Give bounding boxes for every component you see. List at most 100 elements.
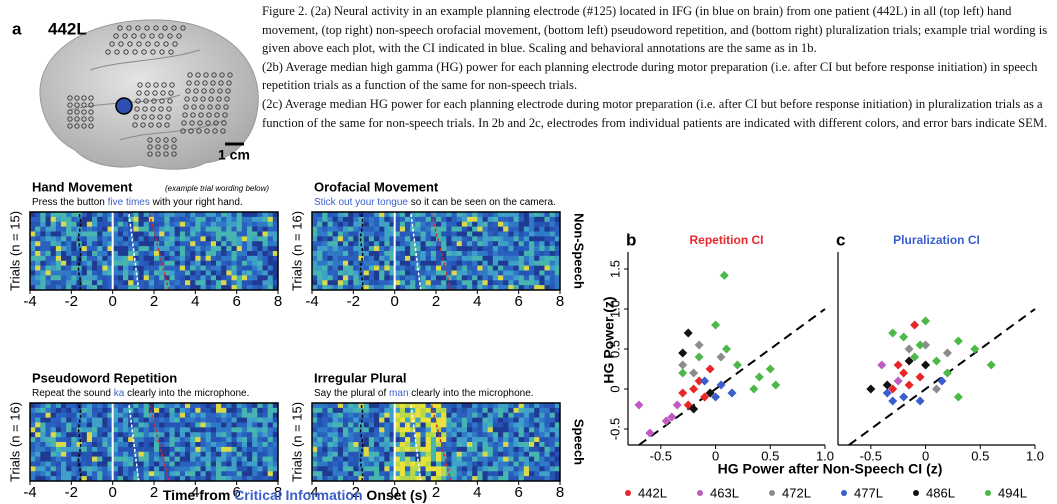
heatmap-cell [545, 423, 550, 428]
heatmap-cell [519, 462, 524, 467]
heatmap-cell [328, 457, 333, 462]
heatmap-cell [61, 222, 66, 227]
heatmap-cell [118, 466, 123, 471]
heatmap-cell [436, 403, 441, 408]
heatmap-cell [40, 418, 45, 423]
heatmap-cell [247, 251, 252, 256]
heatmap-cell [40, 462, 45, 467]
heatmap-cell [462, 212, 467, 217]
heatmap-cell [431, 246, 436, 251]
heatmap-cell [338, 423, 343, 428]
heatmap-cell [529, 266, 534, 271]
heatmap-cell [40, 217, 45, 222]
heatmap-cell [216, 212, 221, 217]
heatmap-cell [405, 466, 410, 471]
heatmap-cell [97, 212, 102, 217]
heatmap-cell [252, 442, 257, 447]
heatmap-cell [508, 256, 513, 261]
heatmap-cell [374, 212, 379, 217]
heatmap-cell [237, 471, 242, 476]
heatmap-cell [185, 462, 190, 467]
heatmap-cell [82, 408, 87, 413]
heatmap-cell [488, 232, 493, 237]
heatmap-cell [493, 227, 498, 232]
heatmap-cell [211, 280, 216, 285]
heatmap-cell [123, 408, 128, 413]
heatmap-cell [317, 222, 322, 227]
heatmap-cell [514, 256, 519, 261]
heatmap-cell [353, 232, 358, 237]
heatmap-cell [87, 408, 92, 413]
heatmap-cell [508, 432, 513, 437]
heatmap-cell [539, 246, 544, 251]
data-point [910, 321, 919, 330]
heatmap-cell [201, 261, 206, 266]
heatmap-cell [467, 232, 472, 237]
heatmap-cell [159, 280, 164, 285]
heatmap-cell [503, 427, 508, 432]
heatmap-cell [514, 452, 519, 457]
heatmap-cell [483, 261, 488, 266]
heatmap-cell [139, 423, 144, 428]
heatmap-cell [369, 266, 374, 271]
heatmap-cell [164, 427, 169, 432]
heatmap-cell [364, 256, 369, 261]
heatmap-cell [237, 266, 242, 271]
heatmap-cell [139, 427, 144, 432]
heatmap-cell [457, 427, 462, 432]
heatmap-cell [405, 457, 410, 462]
heatmap-cell [92, 222, 97, 227]
heatmap-cell [421, 408, 426, 413]
heatmap-cell [51, 413, 56, 418]
heatmap-cell [61, 471, 66, 476]
legend-marker [913, 490, 919, 496]
heatmap-cell [343, 241, 348, 246]
heatmap-cell [343, 427, 348, 432]
heatmap-cell [343, 423, 348, 428]
heatmap-cell [539, 452, 544, 457]
heatmap-cell [35, 236, 40, 241]
heatmap-cell [493, 437, 498, 442]
heatmap-cell [467, 452, 472, 457]
heatmap-cell [232, 271, 237, 276]
heatmap-cell [550, 217, 555, 222]
heatmap-cell [539, 212, 544, 217]
heatmap-cell [170, 222, 175, 227]
heatmap-cell [457, 423, 462, 428]
heatmap-cell [550, 241, 555, 246]
heatmap-cell [436, 471, 441, 476]
heatmap-cell [252, 266, 257, 271]
heatmap-cell [268, 432, 273, 437]
heatmap-cell [400, 266, 405, 271]
heatmap-cell [374, 222, 379, 227]
heatmap-cell [123, 462, 128, 467]
heatmap-cell [40, 427, 45, 432]
heatmap-cell [452, 212, 457, 217]
heatmap-cell [400, 251, 405, 256]
heatmap-cell [190, 271, 195, 276]
heatmap-cell [247, 246, 252, 251]
heatmap-cell [472, 413, 477, 418]
heatmap-cell [493, 452, 498, 457]
heatmap-cell [30, 471, 35, 476]
heatmap-cell [175, 251, 180, 256]
heatmap-cell [46, 432, 51, 437]
heatmap-cell [374, 457, 379, 462]
heatmap-cell [379, 212, 384, 217]
heatmap-cell [488, 403, 493, 408]
heatmap-cell [534, 427, 539, 432]
heatmap-cell [426, 471, 431, 476]
heatmap-cell [206, 447, 211, 452]
heatmap-cell [102, 432, 107, 437]
heatmap-cell [317, 236, 322, 241]
heatmap-cell [369, 413, 374, 418]
heatmap-cell [457, 251, 462, 256]
heatmap-cell [170, 271, 175, 276]
heatmap-cell [462, 427, 467, 432]
heatmap-cell [483, 222, 488, 227]
heatmap-cell [441, 462, 446, 467]
heatmap-cell [30, 423, 35, 428]
heatmap-cell [170, 442, 175, 447]
heatmap-cell [206, 408, 211, 413]
heatmap-cell [317, 408, 322, 413]
